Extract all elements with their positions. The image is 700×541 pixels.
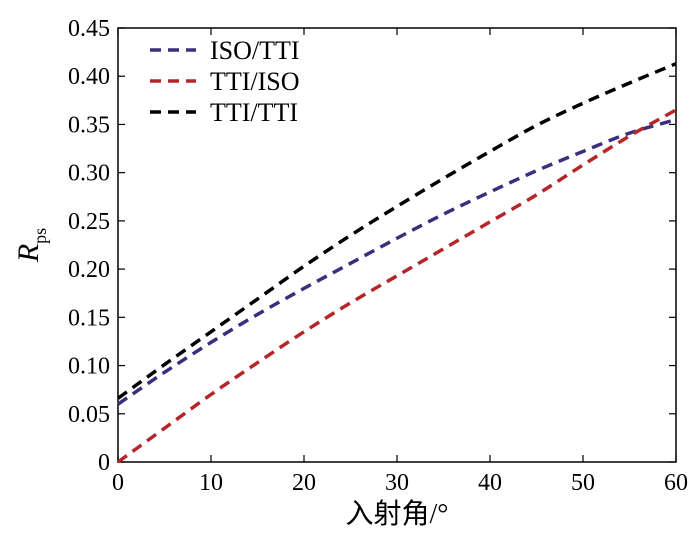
x-tick-label: 0: [112, 470, 124, 496]
y-tick-label: 0.25: [68, 209, 110, 235]
y-tick-label: 0.45: [68, 16, 110, 42]
legend-label: ISO/TTI: [210, 36, 300, 65]
y-tick-label: 0.10: [68, 354, 110, 380]
axis-ticks: 0 10 20 30 40 50 60 0 0.05 0.10 0.15 0.20 0.25 0.30 0.…: [68, 16, 688, 496]
y-axis-label: Rps: [12, 228, 50, 263]
x-tick-label: 20: [292, 470, 316, 496]
svg-text:Rps: Rps: [12, 228, 50, 263]
x-tick-label: 30: [385, 470, 409, 496]
y-tick-label: 0.20: [68, 257, 110, 283]
x-tick-label: 50: [571, 470, 595, 496]
series-lines: [116, 62, 677, 464]
plot-area: [117, 27, 677, 463]
y-tick-label: 0: [98, 450, 110, 476]
x-tick-label: 10: [199, 470, 223, 496]
y-tick-label: 0.35: [68, 112, 110, 138]
y-tick-label: 0.30: [68, 161, 110, 187]
series-line-tti-tti: [116, 62, 677, 400]
legend-label: TTI/ISO: [210, 67, 300, 96]
plot-frame: [117, 27, 677, 463]
series-line-iso-tti: [117, 117, 677, 406]
x-axis-label: 入射角/°: [346, 498, 449, 530]
y-axis-label-subscript: ps: [30, 228, 50, 244]
y-tick-label: 0.05: [68, 402, 110, 428]
y-tick-label: 0.15: [68, 305, 110, 331]
y-axis-label-main: R: [12, 244, 45, 263]
x-tick-label: 40: [478, 470, 502, 496]
series-line-tti-iso: [116, 108, 677, 464]
legend-label: TTI/TTI: [210, 98, 298, 127]
x-tick-label: 60: [664, 470, 688, 496]
y-tick-label: 0.40: [68, 64, 110, 90]
